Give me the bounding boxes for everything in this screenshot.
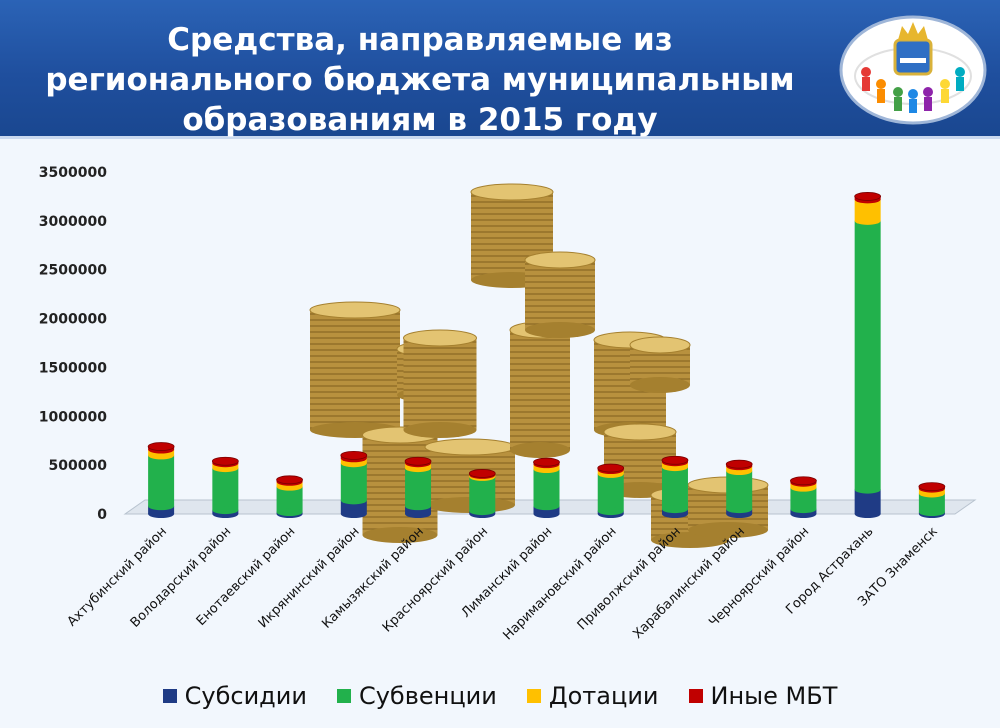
bar-segment-bottom (854, 510, 881, 518)
legend-label: Субвенции (358, 682, 497, 710)
y-tick-label-4: 2000000 (39, 312, 107, 328)
header-banner: Средства, направляемые из регионального … (0, 0, 1000, 139)
bar-segment-субвенции (726, 471, 753, 510)
y-tick-label-0: 0 (97, 507, 107, 523)
bar-segment-субвенции (854, 220, 881, 490)
coin-stack-bottom (362, 527, 438, 543)
bar-segment-bottom (597, 507, 624, 516)
coin-stack (403, 329, 477, 438)
legend-label: Иные МБТ (710, 682, 838, 710)
bar-segment-субвенции (148, 455, 175, 507)
coin-stack-bottom (630, 377, 690, 393)
x-tick-label: Наримановский район (500, 524, 619, 643)
coin-stack-top (424, 438, 516, 456)
bar-segment-bottom (854, 216, 881, 225)
bar-segment-bottom (854, 485, 881, 494)
coin-stack-body (510, 330, 570, 450)
stacked-bar-chart: 0 500000 1000000 1500000 2000000 2500000 30000… (39, 165, 977, 643)
coin-stack (524, 251, 596, 338)
coin-stack-top (629, 336, 691, 354)
legend-swatch (688, 689, 703, 703)
bar-segment-дотации (854, 199, 881, 221)
x-tick-label: Приволжский район (575, 524, 684, 633)
bar-segment-bottom (148, 451, 175, 460)
bar-segment-bottom (340, 510, 367, 518)
coin-stack (509, 321, 571, 458)
bar-segment-bottom (918, 508, 945, 517)
bar-segment-субсидии (854, 489, 881, 514)
bar-top-cap (276, 475, 303, 485)
bar-segment-bottom (726, 505, 753, 514)
bar-segment-субвенции (212, 468, 239, 511)
title-line-3: образованиям в 2015 году (182, 102, 658, 138)
bar-top-cap (468, 469, 496, 478)
legend-swatch (162, 689, 177, 703)
bar-top-cap (533, 457, 560, 467)
bar-segment-bottom (533, 510, 560, 518)
coin-stack-bottom (403, 422, 477, 438)
coin-stacks-illustration (309, 183, 769, 548)
bar-segment-bottom (148, 502, 175, 511)
legend-item: Субсидии (162, 682, 307, 710)
legend-item: Дотации (526, 682, 659, 710)
bar-segment-субвенции (661, 467, 688, 510)
bar-segment-субвенции (405, 468, 432, 507)
bar-top-cap (147, 442, 175, 451)
coin-stack (309, 301, 401, 438)
bar-segment-bottom (469, 507, 496, 516)
coin-stack-bottom (510, 442, 570, 458)
bar-segment-bottom (340, 496, 367, 505)
region-emblem-icon (839, 15, 987, 125)
legend-label: Дотации (548, 682, 659, 710)
bar-top-cap (597, 463, 625, 473)
y-tick-label-7: 3500000 (39, 165, 107, 181)
y-tick-label-2: 1000000 (39, 409, 107, 425)
legend-label: Субсидии (184, 682, 307, 710)
bar-segment-bottom (212, 506, 239, 515)
bar-segment-субвенции (276, 486, 303, 513)
bar-segment-bottom (148, 510, 175, 518)
coin-stack-bottom (688, 522, 768, 538)
title-line-1: Средства, направляемые из (167, 22, 673, 58)
bar-segment-bottom (405, 510, 432, 518)
bar-segment-субвенции (918, 493, 945, 513)
bar-segment-bottom (790, 505, 817, 514)
chart-legend: Субсидии Субвенции Дотации Иные МБТ (0, 678, 1000, 714)
bar-segment-bottom (661, 505, 688, 514)
y-tick-label-6: 3000000 (39, 214, 107, 230)
coin-stack-bottom (525, 322, 595, 338)
coin-stack-top (309, 301, 401, 319)
bar-segment-субвенции (340, 463, 367, 501)
bar-top-cap (211, 456, 239, 466)
title-line-2: регионального бюджета муниципальным (45, 62, 795, 98)
legend-item: Иные МБТ (688, 682, 838, 710)
bar-segment-субвенции (469, 476, 496, 512)
bar-top-cap (661, 455, 689, 465)
bar-segment-субвенции (597, 473, 624, 512)
legend-swatch (526, 689, 541, 703)
bar-segment-bottom (405, 502, 432, 511)
bar-top-cap (790, 476, 817, 486)
coin-stack-body (310, 310, 400, 430)
y-tick-label-1: 500000 (49, 458, 108, 474)
coin-stack-top (603, 423, 677, 441)
bar-top-cap (725, 459, 753, 469)
bar-top-cap (854, 192, 882, 201)
legend-swatch (336, 689, 351, 703)
coin-stack-top (524, 251, 596, 269)
coin-stack-top (403, 329, 477, 347)
bar-segment-субвенции (790, 487, 817, 510)
coin-stack-top (470, 183, 554, 201)
legend-item: Субвенции (336, 682, 497, 710)
bar-top-cap (404, 456, 432, 466)
bar-top-cap (340, 450, 368, 460)
bar-top-cap (918, 482, 946, 492)
bar-segment-bottom (533, 502, 560, 511)
bar-segment-субвенции (533, 469, 560, 507)
page-title: Средства, направляемые из регионального … (10, 20, 830, 140)
bar-segment-bottom (276, 508, 303, 517)
y-tick-label-5: 2500000 (39, 263, 107, 279)
y-tick-label-3: 1500000 (39, 360, 107, 376)
coin-stack (629, 336, 691, 393)
